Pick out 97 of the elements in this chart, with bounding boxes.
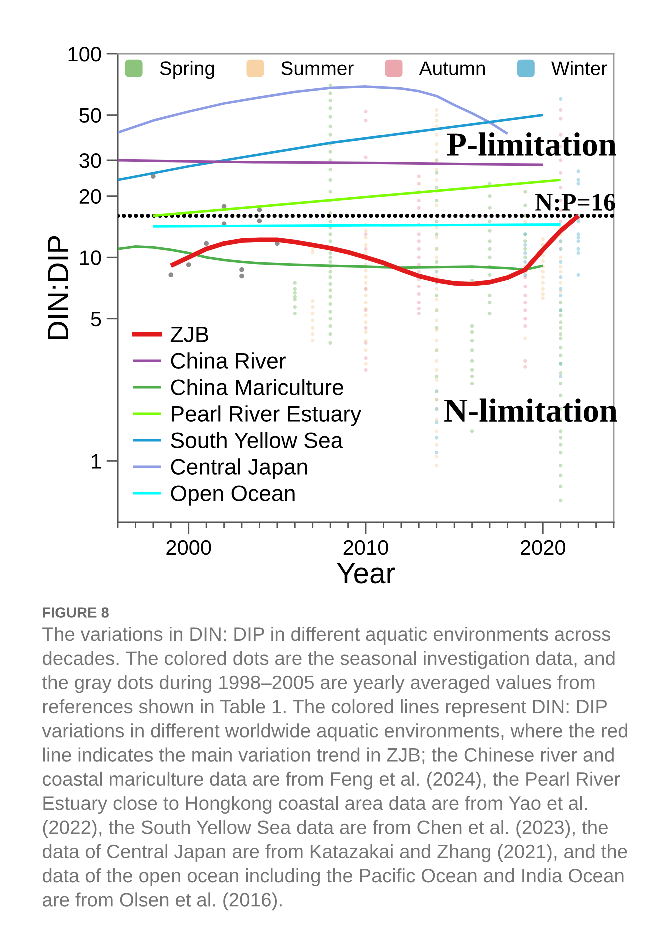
point [559,260,563,264]
point [257,208,262,213]
point [559,294,563,298]
point [559,287,563,291]
annotation: P-limitation [447,132,616,156]
point [435,420,439,424]
y-axis-title: DIN:DIP [48,236,68,340]
point [417,174,421,178]
point [524,273,528,277]
y-tick-label: 30 [80,153,102,168]
ref-line-label: N:P=16 [536,194,616,212]
point [524,260,528,264]
point [576,240,580,244]
point [417,270,421,274]
point [168,272,174,278]
point [559,97,563,102]
point [204,241,209,246]
point [240,268,244,272]
point [257,218,262,224]
annotation: N-limitation [444,398,618,422]
legend-label: Autumn [419,62,486,76]
y-tick-label: 50 [80,108,102,124]
point [524,324,528,328]
point [417,199,421,203]
point [576,178,580,182]
x-tick-label: 2010 [344,540,388,556]
point [417,284,421,288]
point [559,220,563,224]
point [576,220,580,224]
point [364,156,368,160]
caption: FIGURE 8 [43,608,109,618]
point [576,236,580,240]
legend-label: Open Ocean [171,486,295,506]
x-axis-title: Year [337,563,395,584]
legend-label: China Mariculture [171,379,344,396]
point [524,365,528,369]
point [524,251,528,256]
point [417,256,421,260]
point [524,294,528,298]
point [364,326,368,330]
y-tick-label: 10 [80,250,102,266]
legend-label: Spring [160,61,214,80]
point [576,273,580,277]
point [417,307,421,311]
point [559,186,563,190]
point [559,117,563,121]
point [559,108,563,112]
point [524,284,528,288]
line-series [168,214,581,287]
point [576,182,580,186]
legend-label: China River [171,352,286,369]
point [240,274,244,279]
point [417,206,421,210]
y-tick-label: 1 [92,454,102,469]
point [559,171,563,175]
point [559,158,563,162]
point [186,262,192,268]
point [417,182,421,186]
point [364,368,368,372]
legend-label: South Yellow Sea [171,432,344,448]
point [576,170,580,174]
x-tick-label: 2000 [166,540,212,556]
legend-label: Summer [282,62,354,76]
legend-label: Central Japan [171,458,308,480]
point [524,317,528,321]
point [417,247,421,252]
point [364,118,368,123]
point [524,300,528,305]
legend-label: Winter [552,61,608,76]
y-tick-label: 5 [91,312,102,327]
point [576,251,580,256]
point [435,436,439,440]
y-tick-label: 20 [80,189,102,204]
point [364,110,368,114]
point [417,240,421,244]
point [524,308,528,312]
legend-label: Pearl River Estuary [172,406,362,426]
point [417,300,421,305]
point [417,232,421,236]
point [524,359,528,364]
legend-label: ZJB [170,326,209,342]
point [435,450,439,455]
line-series [118,246,544,272]
point [151,174,156,179]
point [524,243,528,248]
point [417,263,421,267]
point [364,247,368,252]
point [576,232,580,236]
y-tick-label: 100 [68,47,102,62]
x-tick-label: 2020 [521,540,566,556]
point [417,312,421,316]
point [576,247,580,252]
point [559,374,563,379]
point [364,356,368,360]
point [559,276,563,280]
point [417,292,421,296]
text: The variations in DIN: DIP in different aquatic environments across decades. The colored dots are the seasonal investigation data, and the gray dots during 1998–2005 are yearly averaged values from references shown in Table 1. The colored lines represent DIN: DIP variations in different worldwide aquatic environments, where the red line indicates the main variation trend in ZJB; the Chinese river and coastal mariculture data are from Feng et al. (2024), the Pearl River Estuary close to Hongkong coastal area data are from Yao et al. (2022), the South Yellow Sea data are from Chen et al. (2023), the data of Central Japan are from Katazakai and Zhang (2021), and the data of the open ocean including the Pacific Ocean and India Ocean are from Olsen et al. (2016). [42,627,628,911]
